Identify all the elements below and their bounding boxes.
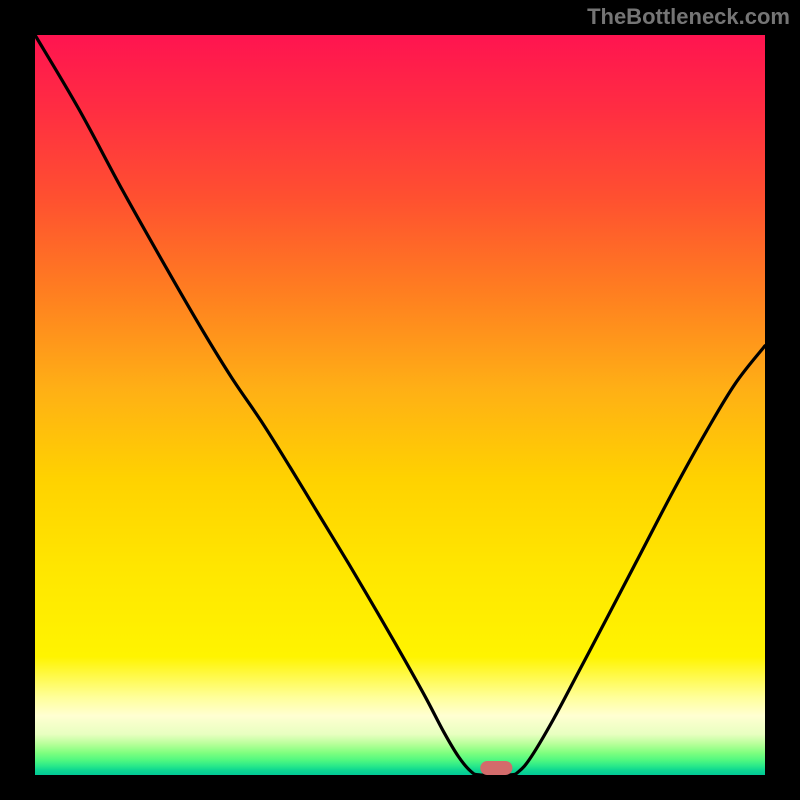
watermark-text: TheBottleneck.com [587, 4, 790, 30]
chart-container: TheBottleneck.com [0, 0, 800, 800]
bottleneck-chart [0, 0, 800, 800]
minimum-marker [480, 761, 512, 775]
gradient-plot-area [35, 35, 765, 775]
